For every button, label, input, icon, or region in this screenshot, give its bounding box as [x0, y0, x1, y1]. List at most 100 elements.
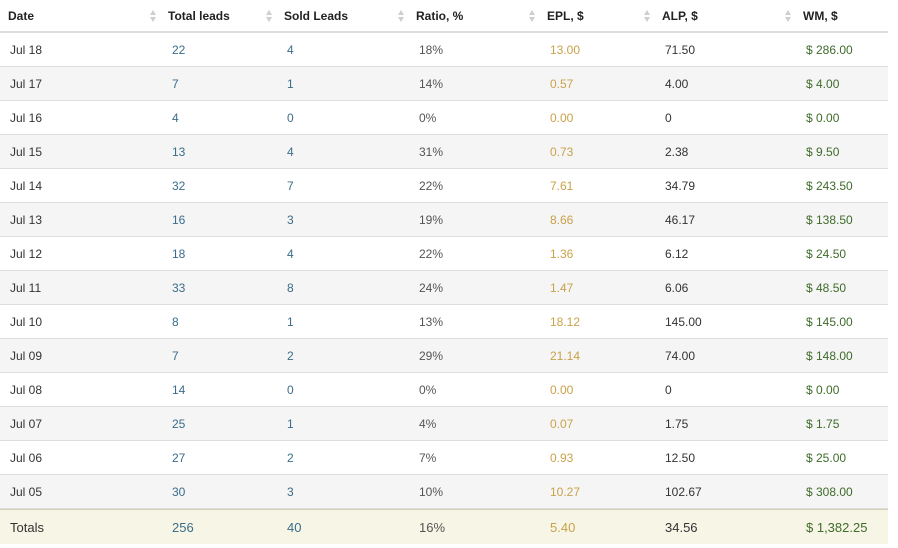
table-row: Jul 10 8 1 13% 18.12 145.00 $ 145.00 [0, 305, 888, 339]
cell-epl: 0.00 [550, 382, 574, 397]
sort-icon[interactable] [785, 9, 791, 23]
table-row: Jul 11 33 8 24% 1.47 6.06 $ 48.50 [0, 271, 888, 305]
sort-icon[interactable] [529, 9, 535, 23]
cell-alp: 71.50 [665, 42, 696, 57]
cell-epl: 7.61 [550, 178, 574, 193]
cell-date: Jul 08 [10, 382, 43, 397]
cell-date: Jul 13 [10, 212, 43, 227]
column-header-epl[interactable]: EPL, $ [547, 8, 584, 23]
cell-wm: $ 148.00 [806, 348, 853, 363]
cell-date: Jul 05 [10, 484, 43, 499]
cell-wm: $ 48.50 [806, 280, 847, 295]
table-row: Jul 15 13 4 31% 0.73 2.38 $ 9.50 [0, 135, 888, 169]
totals-alp: 34.56 [665, 519, 698, 535]
cell-date: Jul 17 [10, 76, 43, 91]
cell-epl: 1.36 [550, 246, 574, 261]
cell-sold-leads: 2 [287, 450, 294, 465]
cell-alp: 0 [665, 110, 672, 125]
cell-wm: $ 9.50 [806, 144, 840, 159]
cell-alp: 12.50 [665, 450, 696, 465]
cell-alp: 2.38 [665, 144, 689, 159]
cell-alp: 1.75 [665, 416, 689, 431]
cell-sold-leads: 8 [287, 280, 294, 295]
cell-wm: $ 243.50 [806, 178, 853, 193]
cell-total-leads: 7 [172, 76, 179, 91]
cell-total-leads: 7 [172, 348, 179, 363]
cell-date: Jul 07 [10, 416, 43, 431]
column-header-sold-leads[interactable]: Sold Leads [284, 8, 349, 23]
totals-epl: 5.40 [550, 519, 576, 535]
table-row: Jul 05 30 3 10% 10.27 102.67 $ 308.00 [0, 475, 888, 509]
sort-icon[interactable] [150, 9, 156, 23]
table-row: Jul 09 7 2 29% 21.14 74.00 $ 148.00 [0, 339, 888, 373]
sort-icon[interactable] [266, 9, 272, 23]
totals-total-leads: 256 [172, 519, 194, 535]
cell-total-leads: 18 [172, 246, 186, 261]
sort-icon[interactable] [644, 9, 650, 23]
cell-date: Jul 10 [10, 314, 43, 329]
cell-wm: $ 145.00 [806, 314, 853, 329]
cell-alp: 6.12 [665, 246, 689, 261]
cell-total-leads: 27 [172, 450, 186, 465]
cell-date: Jul 14 [10, 178, 43, 193]
table-row: Jul 08 14 0 0% 0.00 0 $ 0.00 [0, 373, 888, 407]
cell-wm: $ 24.50 [806, 246, 847, 261]
table-row: Jul 07 25 1 4% 0.07 1.75 $ 1.75 [0, 407, 888, 441]
cell-wm: $ 0.00 [806, 382, 840, 397]
cell-epl: 13.00 [550, 42, 581, 57]
cell-total-leads: 14 [172, 382, 186, 397]
cell-sold-leads: 1 [287, 416, 294, 431]
table-row: Jul 14 32 7 22% 7.61 34.79 $ 243.50 [0, 169, 888, 203]
table-row: Jul 06 27 2 7% 0.93 12.50 $ 25.00 [0, 441, 888, 475]
cell-ratio: 4% [419, 416, 437, 431]
cell-epl: 21.14 [550, 348, 581, 363]
cell-alp: 4.00 [665, 76, 689, 91]
totals-ratio: 16% [419, 519, 446, 535]
cell-sold-leads: 4 [287, 144, 294, 159]
cell-wm: $ 286.00 [806, 42, 853, 57]
cell-date: Jul 16 [10, 110, 43, 125]
table-row: Jul 13 16 3 19% 8.66 46.17 $ 138.50 [0, 203, 888, 237]
cell-wm: $ 138.50 [806, 212, 853, 227]
cell-ratio: 31% [419, 144, 444, 159]
totals-row: Totals 256 40 16% 5.40 34.56 $ 1,382.25 [0, 509, 888, 544]
cell-sold-leads: 4 [287, 42, 294, 57]
cell-alp: 34.79 [665, 178, 696, 193]
column-header-wm[interactable]: WM, $ [803, 8, 838, 23]
cell-total-leads: 32 [172, 178, 186, 193]
cell-epl: 1.47 [550, 280, 574, 295]
column-header-total-leads[interactable]: Total leads [168, 8, 230, 23]
cell-wm: $ 25.00 [806, 450, 847, 465]
cell-alp: 102.67 [665, 484, 702, 499]
cell-epl: 10.27 [550, 484, 581, 499]
cell-date: Jul 11 [10, 280, 42, 295]
cell-ratio: 7% [419, 450, 437, 465]
cell-wm: $ 4.00 [806, 76, 840, 91]
cell-wm: $ 0.00 [806, 110, 840, 125]
column-header-date[interactable]: Date [8, 8, 35, 23]
totals-sold-leads: 40 [287, 519, 302, 535]
column-header-ratio[interactable]: Ratio, % [416, 8, 464, 23]
cell-sold-leads: 7 [287, 178, 294, 193]
table-row: Jul 17 7 1 14% 0.57 4.00 $ 4.00 [0, 67, 888, 101]
cell-ratio: 29% [419, 348, 444, 363]
cell-epl: 0.73 [550, 144, 574, 159]
cell-alp: 6.06 [665, 280, 689, 295]
cell-total-leads: 16 [172, 212, 186, 227]
cell-sold-leads: 3 [287, 212, 294, 227]
cell-sold-leads: 2 [287, 348, 294, 363]
cell-epl: 0.93 [550, 450, 574, 465]
cell-alp: 0 [665, 382, 672, 397]
cell-epl: 0.00 [550, 110, 574, 125]
cell-epl: 0.07 [550, 416, 574, 431]
column-header-alp[interactable]: ALP, $ [662, 8, 698, 23]
cell-ratio: 19% [419, 212, 444, 227]
cell-date: Jul 09 [10, 348, 43, 363]
cell-epl: 18.12 [550, 314, 581, 329]
table-row: Jul 12 18 4 22% 1.36 6.12 $ 24.50 [0, 237, 888, 271]
table-body: Jul 18 22 4 18% 13.00 71.50 $ 286.00 Jul 17 7 1 14… [0, 33, 888, 509]
cell-alp: 145.00 [665, 314, 702, 329]
cell-total-leads: 25 [172, 416, 186, 431]
cell-date: Jul 18 [10, 42, 43, 57]
sort-icon[interactable] [398, 9, 404, 23]
